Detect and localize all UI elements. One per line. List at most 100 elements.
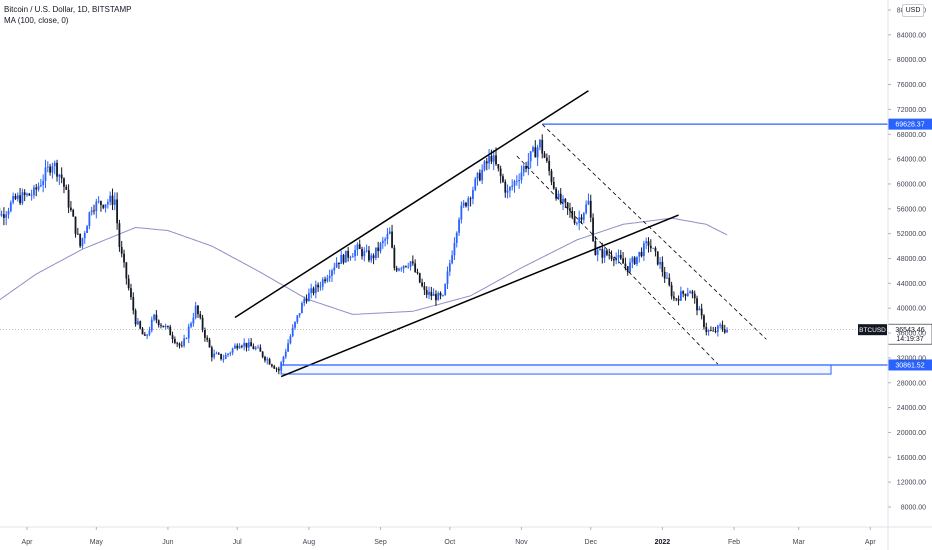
candle-body	[552, 182, 555, 189]
y-tick-label: 56000.00	[897, 206, 926, 213]
currency-button[interactable]: USD	[902, 4, 924, 17]
candle-body	[381, 240, 384, 244]
candle-body	[416, 271, 419, 274]
candle-body	[571, 210, 574, 218]
candle-body	[16, 195, 19, 199]
candle-body	[691, 291, 694, 294]
candle-body	[649, 245, 652, 249]
candle-body	[684, 293, 687, 296]
candle-body	[610, 255, 613, 259]
symbol-title: Bitcoin / U.S. Dollar, 1D, BITSTAMP	[4, 5, 132, 14]
candle-body	[252, 346, 255, 350]
candle-body	[409, 261, 412, 267]
candle-body	[338, 262, 340, 265]
candle-body	[414, 263, 417, 272]
candle-body	[638, 251, 641, 257]
candle-body	[5, 214, 8, 218]
candle-body	[60, 174, 63, 179]
candle-body	[58, 174, 61, 177]
candle-body	[659, 261, 661, 265]
candle-body	[608, 254, 611, 256]
current-price-label: 36543.46	[895, 327, 924, 334]
indicator-label: MA (100, close, 0)	[4, 16, 69, 25]
candle-body	[677, 298, 680, 301]
candle-body	[178, 343, 181, 346]
candle-body	[495, 155, 497, 165]
candle-body	[208, 339, 211, 348]
candle-body	[333, 267, 336, 271]
candle-body	[88, 212, 91, 227]
x-tick-label: Apr	[865, 539, 877, 546]
candle-body	[372, 255, 375, 259]
candle-body	[134, 310, 137, 325]
candle-body	[499, 168, 502, 177]
candle-body	[626, 266, 629, 273]
candle-body	[229, 352, 232, 354]
candle-body	[137, 321, 139, 325]
candle-body	[539, 139, 541, 148]
candle-body	[606, 250, 608, 255]
candle-body	[324, 279, 326, 282]
candle-body	[273, 366, 276, 369]
candle-body	[146, 334, 149, 336]
candle-body	[675, 298, 678, 300]
candle-body	[714, 330, 717, 332]
candle-body	[682, 291, 685, 294]
candle-body	[532, 147, 534, 152]
candle-body	[317, 284, 320, 288]
candle-body	[670, 285, 673, 297]
candle-body	[190, 323, 192, 327]
candle-body	[289, 336, 292, 344]
candle-body	[37, 186, 40, 190]
candle-body	[351, 256, 354, 258]
candle-body	[423, 286, 426, 291]
x-tick-label: Mar	[793, 539, 806, 546]
candle-body	[65, 186, 68, 190]
candle-body	[173, 339, 176, 343]
candle-body	[21, 192, 24, 204]
candle-body	[185, 338, 188, 340]
candle-body	[580, 217, 583, 220]
candle-body	[14, 196, 17, 199]
candle-body	[215, 353, 218, 355]
candle-body	[238, 346, 241, 349]
candle-body	[7, 211, 10, 215]
candle-body	[439, 292, 442, 296]
candle-body	[148, 330, 151, 335]
candle-body	[441, 295, 444, 296]
candle-body	[582, 213, 585, 220]
y-tick-label: 28000.00	[897, 380, 926, 387]
candle-body	[548, 160, 551, 171]
candle-body	[254, 347, 257, 350]
candle-body	[467, 198, 470, 207]
candle-body	[483, 161, 486, 170]
candle-body	[44, 167, 47, 181]
candle-body	[160, 325, 162, 326]
support-zone	[280, 364, 832, 375]
candle-body	[356, 244, 359, 250]
candle-body	[86, 226, 88, 234]
candle-body	[79, 233, 82, 247]
candle-body	[130, 288, 132, 298]
candle-body	[42, 180, 45, 186]
candle-body	[451, 255, 454, 264]
candle-body	[578, 217, 581, 223]
candle-body	[217, 353, 220, 355]
candle-body	[104, 204, 107, 208]
candle-body	[183, 338, 186, 346]
y-tick-label: 24000.00	[897, 405, 926, 412]
channel-line	[541, 124, 767, 340]
candle-body	[522, 166, 525, 173]
candle-body	[370, 255, 373, 261]
candle-body	[444, 284, 447, 296]
candle-body	[573, 217, 576, 224]
candle-body	[698, 308, 701, 311]
candle-body	[56, 162, 58, 177]
candle-body	[222, 358, 225, 360]
candle-body	[430, 291, 433, 296]
candle-body	[28, 193, 31, 196]
candle-body	[504, 181, 507, 193]
candle-body	[213, 353, 216, 358]
